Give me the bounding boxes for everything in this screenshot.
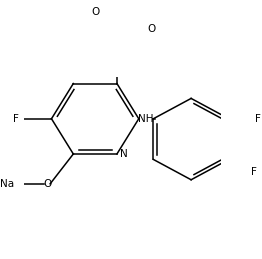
Text: O: O bbox=[91, 7, 99, 17]
Text: F: F bbox=[255, 114, 261, 124]
Text: O: O bbox=[43, 179, 51, 189]
Text: O: O bbox=[148, 24, 156, 34]
Text: NH: NH bbox=[138, 114, 154, 124]
Text: N: N bbox=[120, 149, 128, 159]
Text: F: F bbox=[251, 167, 256, 177]
Text: F: F bbox=[13, 114, 19, 124]
Text: Na: Na bbox=[0, 179, 14, 189]
